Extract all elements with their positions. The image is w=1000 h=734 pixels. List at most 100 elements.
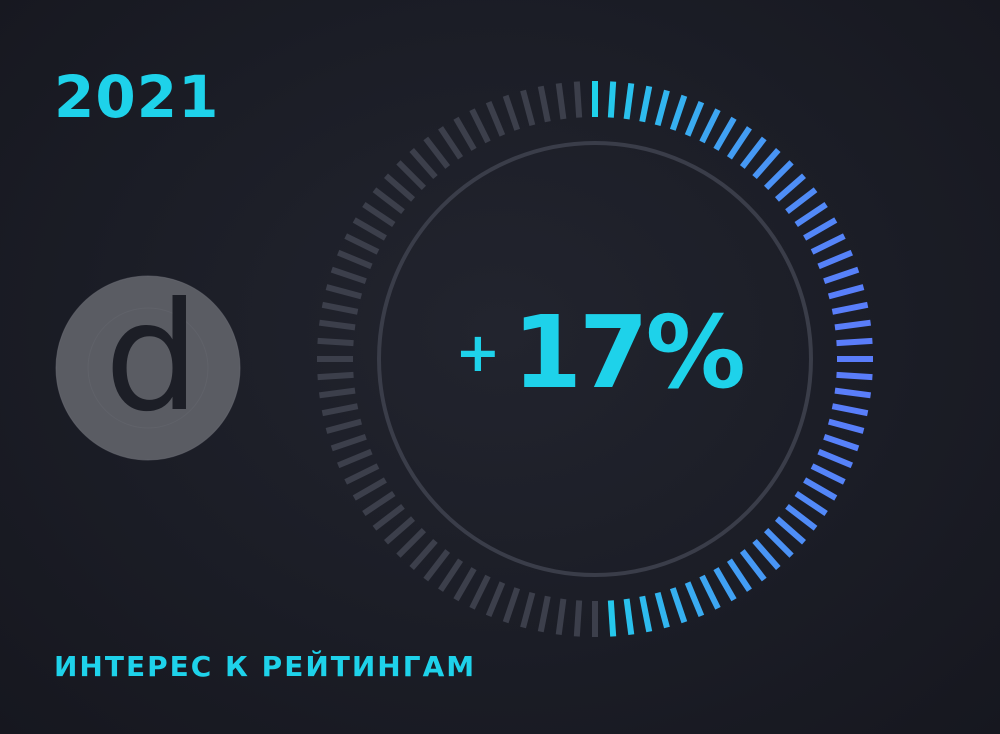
gauge-tick-inactive [396,527,427,558]
gauge-tick-inactive [453,567,477,602]
gauge-tick-inactive [317,371,354,381]
gauge-tick-inactive [318,387,356,399]
gauge-tick-active [639,85,653,123]
gauge-tick-inactive [325,418,363,434]
gauge-tick-active [684,581,705,617]
gauge-tick-inactive [318,319,356,331]
gauge-tick-inactive [384,516,416,545]
gauge-tick-inactive [423,549,451,582]
gauge-tick-inactive [337,249,373,270]
gauge-tick-active [803,477,838,501]
gauge-tick-active [654,89,670,127]
gauge-tick-inactive [317,337,354,347]
gauge-tick-inactive [423,136,451,169]
gauge-tick-inactive [344,233,380,255]
gauge-tick-inactive [485,581,506,617]
gauge-tick-inactive [337,448,373,469]
gauge-tick-active [785,503,818,531]
gauge-tick-active [785,187,818,215]
gauge-tick-inactive [330,266,367,285]
gauge-tick-active [763,527,794,558]
gauge-tick-active [726,558,752,592]
gauge-tick-inactive [321,403,359,417]
gauge-tick-inactive [555,598,567,636]
gauge-tick-inactive [469,574,491,610]
gauge-tick-active [827,418,865,434]
gauge-tick-active [817,249,853,270]
gauge-tick-inactive [344,463,380,485]
gauge-tick-active [836,371,873,381]
gauge-tick-active [810,463,846,485]
gauge-tick-active [726,126,752,160]
gauge-tick-active [827,284,865,300]
gauge-tick-active [823,433,860,452]
gauge-tick-active [834,319,872,331]
gauge-tick-inactive [330,433,367,452]
gauge-tick-inactive [321,301,359,315]
gauge-tick-active [607,81,617,118]
gauge-tick-active [752,148,781,180]
gauge-tick-inactive [409,148,438,180]
gauge-ticks [317,81,873,637]
gauge-tick-active [803,217,838,241]
gauge-chart [317,81,873,637]
gauge-tick-inactive [469,108,491,144]
gauge-tick-inactive [438,126,464,160]
gauge-tick-inactive [409,538,438,570]
gauge-tick-active [639,595,653,633]
gauge-tick-inactive [573,600,583,637]
gauge-tick-inactive [325,284,363,300]
gauge-tick-active [836,337,873,347]
logo-circle [56,276,240,460]
gauge-tick-active [817,448,853,469]
gauge-tick-inactive [384,173,416,202]
gauge-tick-inactive [573,81,583,118]
gauge-tick-inactive [537,595,551,633]
year-title: 2021 [54,63,220,131]
gauge-tick-active [699,574,721,610]
gauge-tick-active [699,108,721,144]
gauge-tick-active [669,94,688,131]
gauge-tick-active [794,202,828,228]
gauge-tick-inactive [485,101,506,137]
gauge-tick-inactive [372,187,405,215]
gauge-tick-active [623,598,635,636]
gauge-tick-inactive [502,94,521,131]
gauge-tick-active [794,490,828,516]
chart-caption: ИНТЕРЕС К РЕЙТИНГАМ [54,650,477,683]
gauge-tick-active [752,538,781,570]
gauge-tick-inactive [352,477,387,501]
value-sign: + [455,321,501,384]
gauge-tick-inactive [555,82,567,120]
gauge-tick-inactive [362,490,396,516]
gauge-tick-active [763,160,794,191]
gauge-tick-active [713,116,737,151]
gauge-tick-active [739,136,767,169]
gauge-tick-active [623,82,635,120]
gauge-inner-ring [377,141,813,577]
gauge-tick-inactive [362,202,396,228]
gauge-tick-active [713,567,737,602]
gauge-value: + 17% [455,294,746,411]
gauge-tick-inactive [502,587,521,624]
gauge-tick-active [607,600,617,637]
gauge-tick-active [831,301,869,315]
gauge-tick-active [831,403,869,417]
gauge-tick-active [834,387,872,399]
gauge-tick-inactive [453,116,477,151]
gauge-tick-active [774,173,806,202]
gauge-tick-inactive [438,558,464,592]
gauge-tick-inactive [537,85,551,123]
gauge-tick-inactive [520,591,536,629]
gauge-tick-active [774,516,806,545]
gauge-tick-active [823,266,860,285]
gauge-tick-active [739,549,767,582]
value-percent: 17% [512,294,745,411]
gauge-tick-active [810,233,846,255]
gauge-tick-active [684,101,705,137]
gauge-tick-inactive [520,89,536,127]
gauge-tick-active [669,587,688,624]
gauge-tick-inactive [372,503,405,531]
gauge-tick-inactive [352,217,387,241]
gauge-tick-inactive [396,160,427,191]
